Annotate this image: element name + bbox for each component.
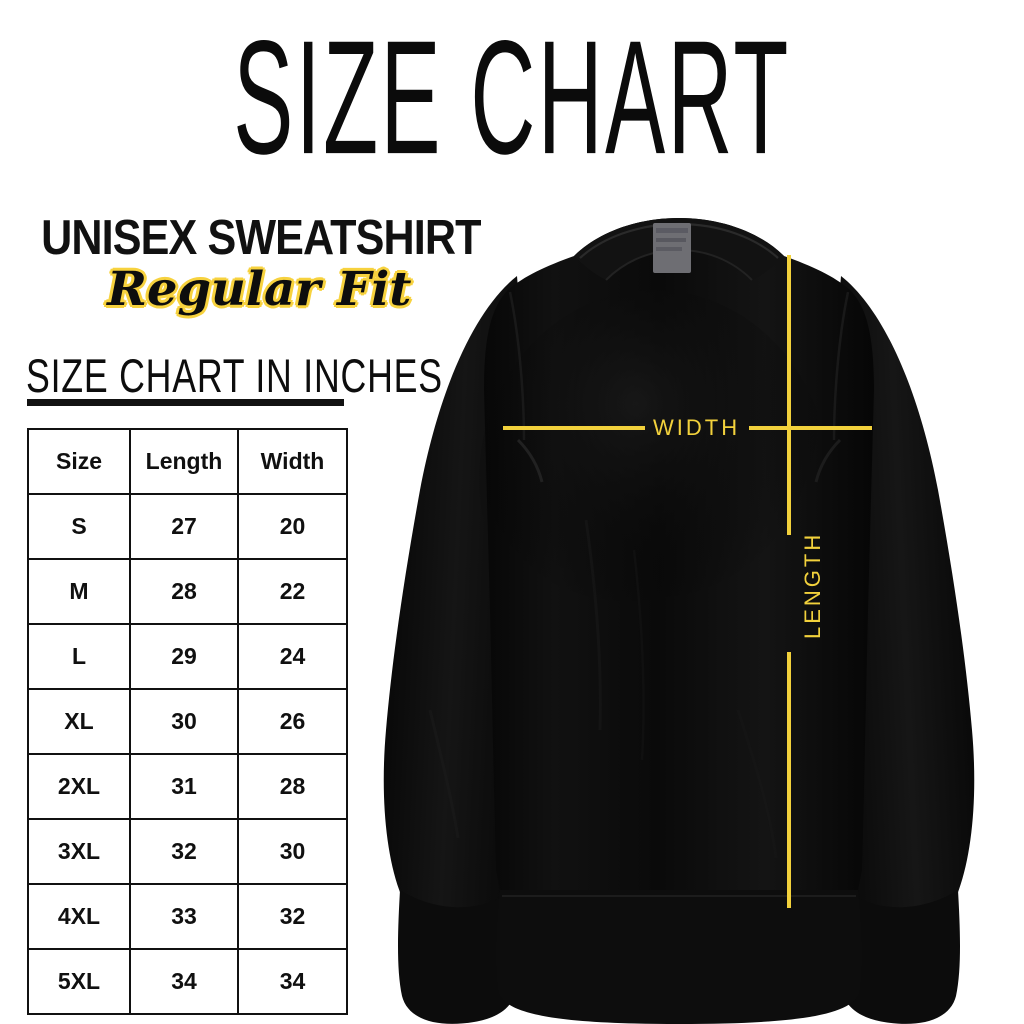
cell-size: XL <box>27 688 131 755</box>
product-title: UNISEX SWEATSHIRT <box>41 211 481 265</box>
cell-size: S <box>27 493 131 560</box>
sweatshirt-illustration <box>383 218 975 1024</box>
section-heading-underline <box>27 399 344 406</box>
table-row: 4XL 33 32 <box>27 883 348 950</box>
cell-length: 33 <box>129 883 239 950</box>
cell-width: 30 <box>237 818 348 885</box>
size-table: Size Length Width S 27 20 M 28 22 L 29 2… <box>27 428 348 1015</box>
cell-width: 20 <box>237 493 348 560</box>
page-title: SIZE CHART <box>233 6 791 188</box>
sweatshirt-image <box>334 190 1024 1024</box>
cell-width: 28 <box>237 753 348 820</box>
table-row: 2XL 31 28 <box>27 753 348 820</box>
left-cuff <box>398 890 518 1024</box>
cell-size: 4XL <box>27 883 131 950</box>
cell-width: 22 <box>237 558 348 625</box>
cell-size: 5XL <box>27 948 131 1015</box>
cell-size: L <box>27 623 131 690</box>
column-header-length: Length <box>129 428 239 495</box>
column-header-width: Width <box>237 428 348 495</box>
cell-length: 32 <box>129 818 239 885</box>
table-row: L 29 24 <box>27 623 348 690</box>
table-row: M 28 22 <box>27 558 348 625</box>
cell-width: 26 <box>237 688 348 755</box>
table-row: S 27 20 <box>27 493 348 560</box>
table-row: 5XL 34 34 <box>27 948 348 1015</box>
fabric-fold <box>428 709 460 839</box>
fabric-fold <box>584 519 602 731</box>
brand-tag <box>653 223 691 273</box>
table-row: XL 30 26 <box>27 688 348 755</box>
cell-size: 2XL <box>27 753 131 820</box>
right-cuff <box>840 890 960 1024</box>
cell-width: 34 <box>237 948 348 1015</box>
body-highlight <box>479 290 829 670</box>
cell-width: 32 <box>237 883 348 950</box>
cell-length: 29 <box>129 623 239 690</box>
fabric-fold <box>736 709 778 859</box>
left-sleeve-crease <box>516 438 544 483</box>
cell-length: 30 <box>129 688 239 755</box>
right-shoulder-seam <box>832 291 850 441</box>
section-heading: SIZE CHART IN INCHES <box>26 349 443 402</box>
cell-size: M <box>27 558 131 625</box>
cell-width: 24 <box>237 623 348 690</box>
cell-size: 3XL <box>27 818 131 885</box>
fit-title: Regular Fit <box>107 262 412 317</box>
right-sleeve-crease <box>814 438 842 483</box>
cell-length: 31 <box>129 753 239 820</box>
cell-length: 27 <box>129 493 239 560</box>
column-header-size: Size <box>27 428 131 495</box>
table-row: 3XL 32 30 <box>27 818 348 885</box>
table-header-row: Size Length Width <box>27 428 348 495</box>
waistband <box>495 890 863 1024</box>
cell-length: 28 <box>129 558 239 625</box>
left-shoulder-seam <box>508 291 526 441</box>
fabric-fold <box>632 549 645 761</box>
cell-length: 34 <box>129 948 239 1015</box>
